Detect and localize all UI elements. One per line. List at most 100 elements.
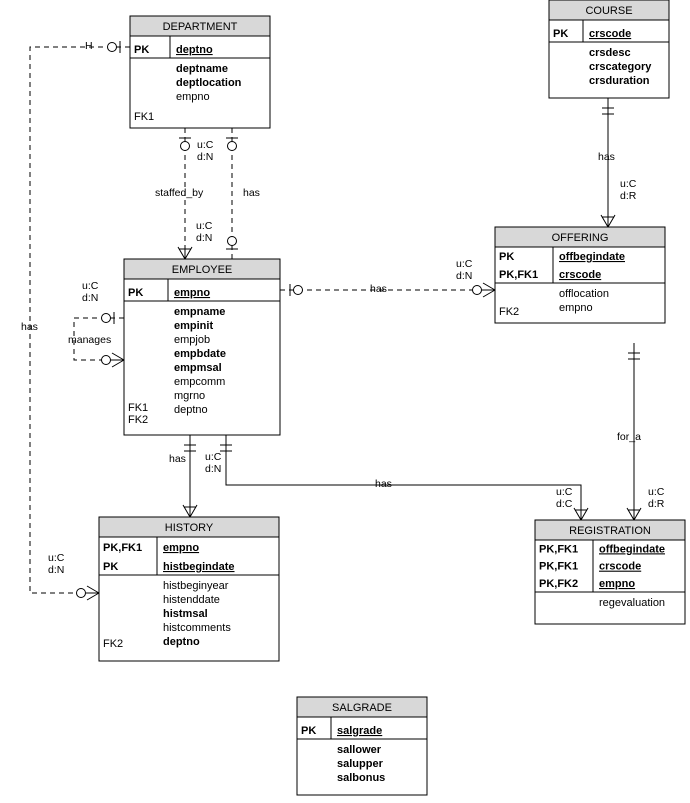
entity-title: COURSE: [585, 5, 632, 17]
rel-emp-self-manages: manages u:Cd:N: [68, 280, 124, 367]
key: PK,FK1: [539, 561, 578, 573]
cardinality: d:N: [196, 232, 212, 244]
attr: sallower: [337, 744, 382, 756]
entity-history: HISTORYPK,FK1empnoPKhistbegindateFK2hist…: [99, 517, 279, 661]
attr: empinit: [174, 320, 213, 332]
rel-emp-offering-has: hasu:Cd:N: [280, 258, 495, 297]
attr: deptno: [163, 636, 200, 648]
cardinality: u:C: [48, 552, 65, 564]
key: PK,FK1: [499, 269, 538, 281]
rel-label: has: [598, 151, 615, 163]
key: PK: [499, 251, 514, 263]
cardinality: u:C: [456, 258, 473, 270]
entity-title: OFFERING: [552, 232, 609, 244]
attr: deptno: [174, 404, 208, 416]
entity-course: COURSE PK crscode crsdesc crscategory crsdura…: [549, 0, 669, 98]
rel-label: H: [85, 40, 93, 52]
cardinality: u:C: [556, 486, 573, 498]
key: PK: [301, 725, 316, 737]
rel-dept-emp-staffed: staffed_byu:Cd:Nu:Cd:N: [155, 128, 214, 259]
attr: salbonus: [337, 772, 385, 784]
key: FK1: [128, 402, 148, 414]
attr: empno: [174, 287, 210, 299]
rel-emp-reg-has: has u:Cd:C: [220, 435, 588, 520]
entity-employee: EMPLOYEE PK empno FK1FK2 empname empinit empjo…: [124, 259, 280, 435]
attr: histmsal: [163, 608, 208, 620]
attr: empbdate: [174, 348, 226, 360]
cardinality: u:C: [197, 139, 214, 151]
cardinality: d:N: [205, 463, 221, 475]
rel-course-offering-has: has u:Cd:R: [598, 98, 637, 227]
cardinality: d:R: [648, 498, 665, 510]
attr: regevaluation: [599, 597, 665, 609]
attr: offbegindate: [599, 543, 665, 555]
er-diagram: DEPARTMENT PK deptno FK1 deptname deptlocatio…: [0, 0, 690, 803]
attr: empcomm: [174, 376, 225, 388]
rel-label: has: [243, 187, 260, 199]
key: PK,FK1: [539, 543, 578, 555]
rel-label: staffed_by: [155, 187, 204, 199]
key: PK,FK1: [103, 542, 142, 554]
cardinality: u:C: [205, 451, 222, 463]
attr: offlocation: [559, 288, 609, 300]
key: FK2: [499, 306, 519, 318]
key: FK1: [134, 111, 154, 123]
attr: empname: [174, 306, 225, 318]
attr: histenddate: [163, 594, 220, 606]
rel-offering-reg-for_a: for_a u:Cd:R: [617, 343, 665, 520]
cardinality: d:R: [620, 190, 637, 202]
attr: empno: [163, 542, 199, 554]
attr: empno: [599, 578, 635, 590]
key: FK2: [128, 414, 148, 426]
entity-title: HISTORY: [165, 522, 214, 534]
rel-label: has: [370, 283, 387, 295]
cardinality: u:C: [648, 486, 665, 498]
attr: histcomments: [163, 622, 231, 634]
attr: empjob: [174, 334, 210, 346]
entity-title: REGISTRATION: [569, 525, 651, 537]
key: PK,FK2: [539, 578, 578, 590]
attr: deptlocation: [176, 77, 242, 89]
attr: salupper: [337, 758, 384, 770]
attr: crscode: [599, 561, 641, 573]
entity-salgrade: SALGRADE PK salgrade sallower salupper salbon…: [297, 697, 427, 795]
key: PK: [103, 561, 118, 573]
entity-offering: OFFERING PK offbegindate PK,FK1 crscode FK2 of…: [495, 227, 665, 323]
cardinality: d:N: [82, 292, 98, 304]
attr: crscategory: [589, 61, 652, 73]
rel-label: for_a: [617, 431, 641, 443]
cardinality: u:C: [82, 280, 99, 292]
rel-dept-emp-has: has: [226, 128, 260, 259]
attr: crsduration: [589, 75, 650, 87]
key: PK: [134, 44, 149, 56]
attr: histbegindate: [163, 561, 235, 573]
cardinality: d:N: [48, 564, 64, 576]
cardinality: u:C: [620, 178, 637, 190]
cardinality: d:N: [197, 151, 213, 163]
rel-label: has: [169, 453, 186, 465]
rel-label: has: [21, 321, 38, 333]
entity-title: SALGRADE: [332, 702, 392, 714]
attr: crscode: [559, 269, 601, 281]
entity-title: DEPARTMENT: [163, 21, 238, 33]
entity-registration: REGISTRATION PK,FK1 offbegindate PK,FK1 crsc…: [535, 520, 685, 624]
attr: crsdesc: [589, 47, 631, 59]
entity-title: EMPLOYEE: [172, 264, 233, 276]
attr: crscode: [589, 28, 631, 40]
attr: offbegindate: [559, 251, 625, 263]
attr: salgrade: [337, 725, 382, 737]
attr: deptno: [176, 44, 213, 56]
rel-label: has: [375, 478, 392, 490]
attr: histbeginyear: [163, 580, 229, 592]
rel-emp-hist-has: has u:Cd:N: [169, 435, 222, 517]
attr: empno: [176, 91, 210, 103]
cardinality: d:C: [556, 498, 573, 510]
entity-department: DEPARTMENT PK deptno FK1 deptname deptlocatio…: [130, 16, 270, 128]
rel-label: manages: [68, 334, 111, 346]
cardinality: u:C: [196, 220, 213, 232]
attr: empmsal: [174, 362, 222, 374]
attr: empno: [559, 302, 593, 314]
key: PK: [553, 28, 568, 40]
key: PK: [128, 287, 143, 299]
attr: deptname: [176, 63, 228, 75]
